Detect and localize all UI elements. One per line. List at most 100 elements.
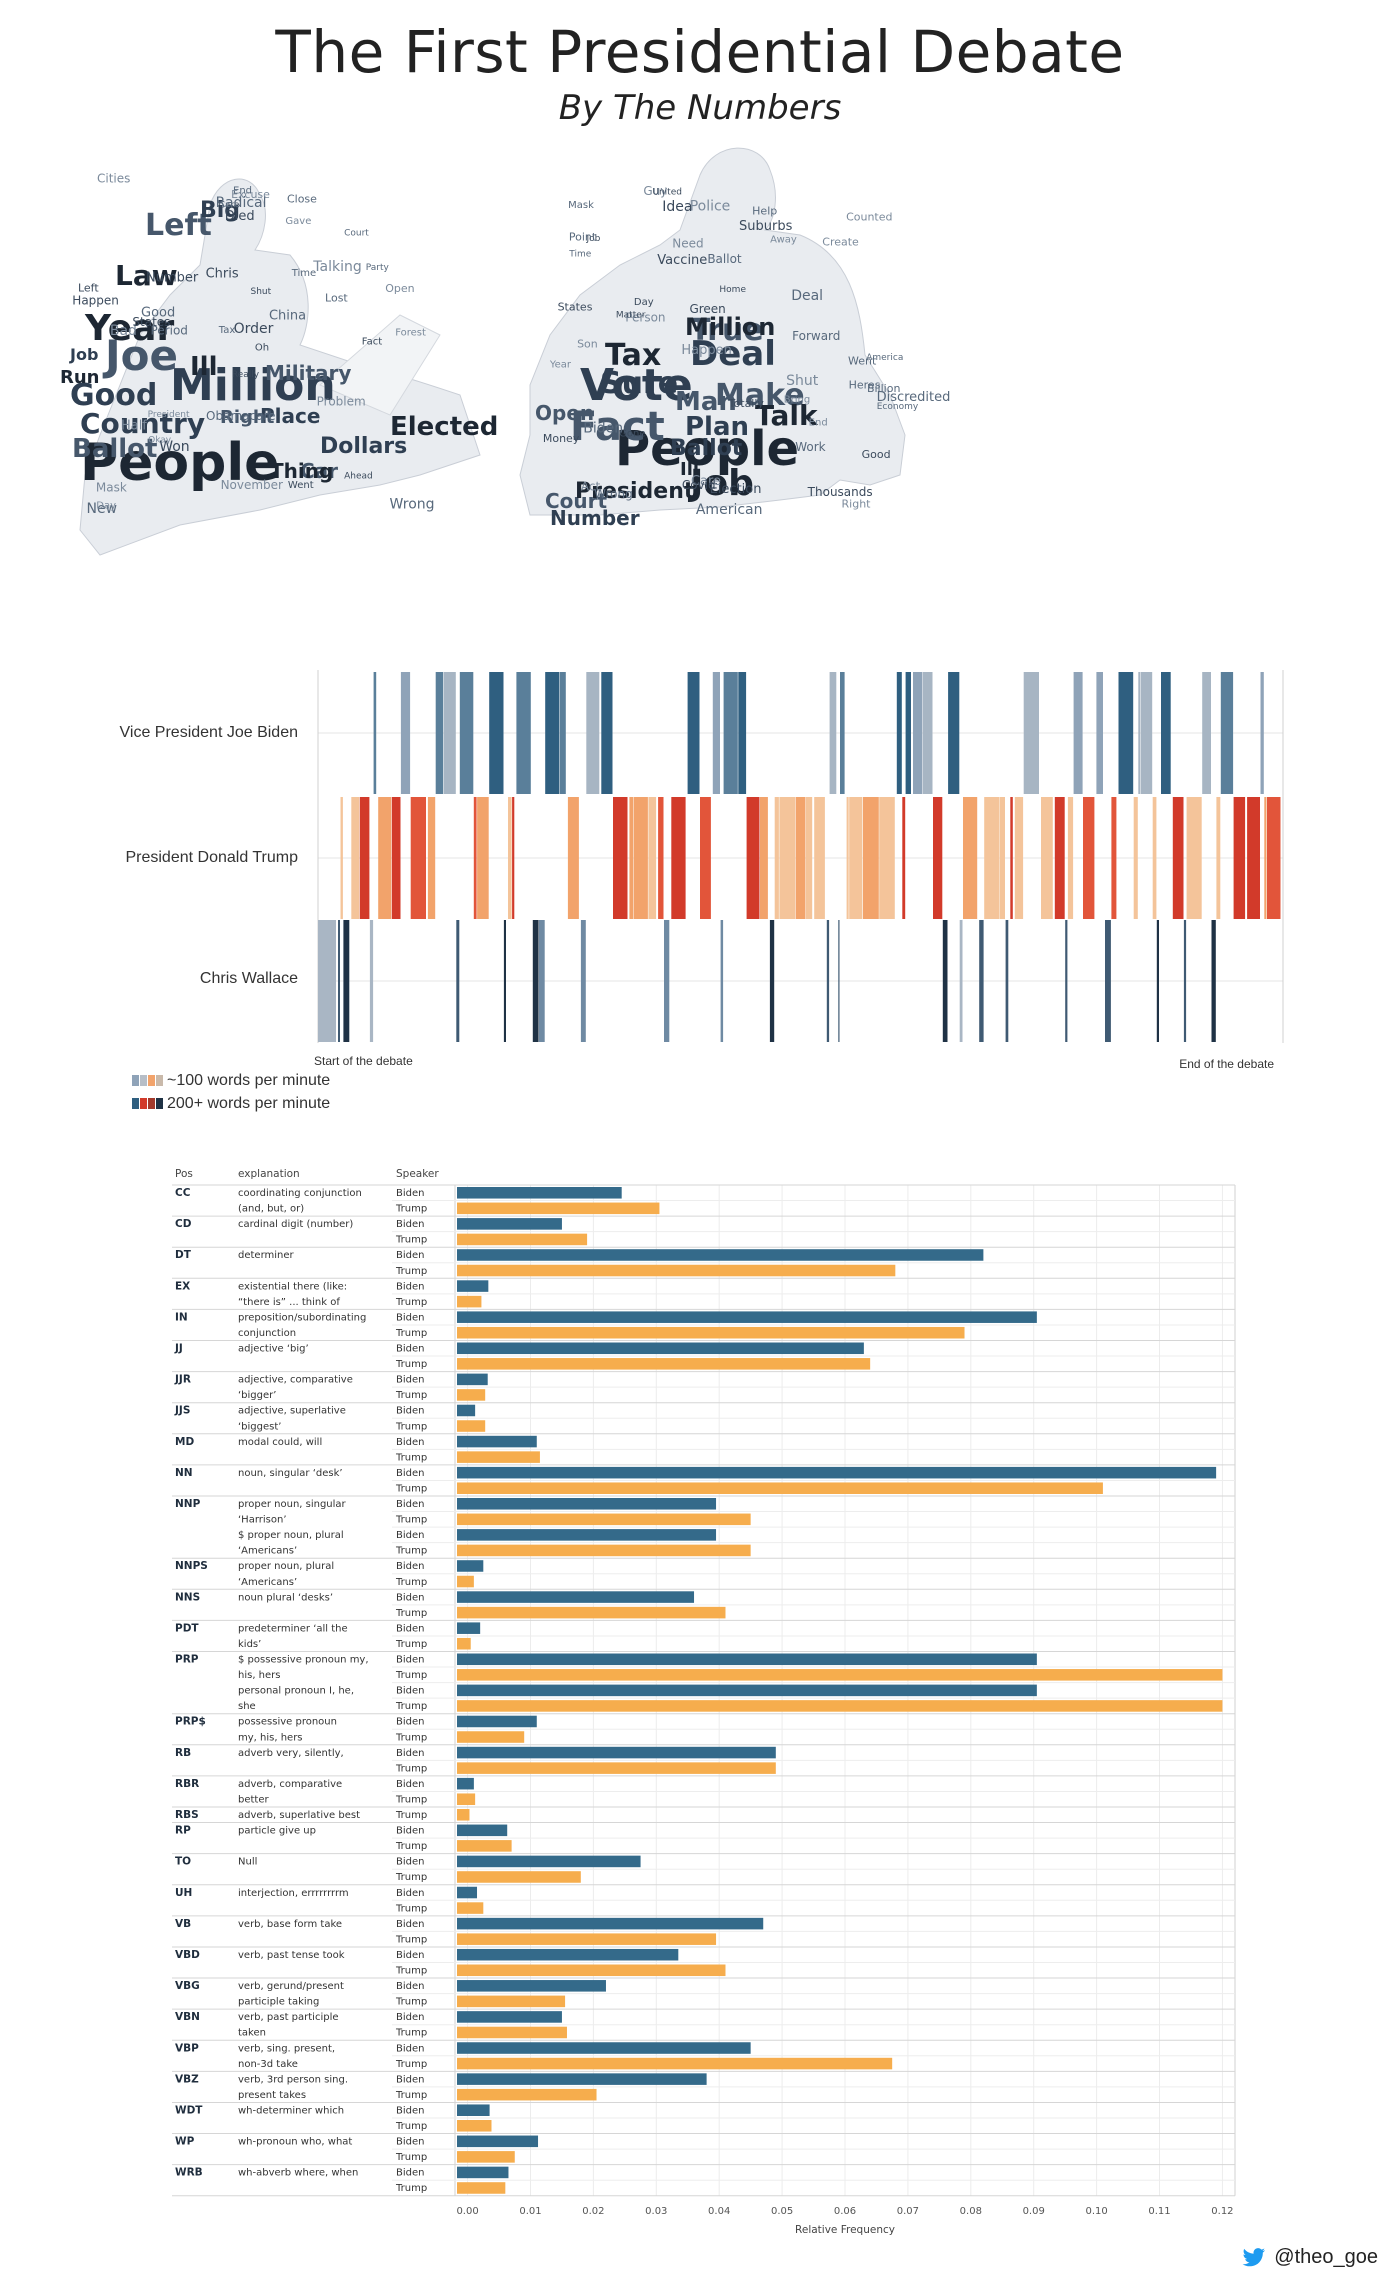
wordcloud-word: Won — [159, 439, 189, 455]
wordcloud-word: Deal — [690, 334, 776, 374]
pos-tag-label: JJR — [174, 1374, 191, 1386]
wordcloud-word: Create — [822, 236, 859, 249]
wordcloud-word: President — [148, 410, 190, 420]
wordcloud-word: Radical — [216, 195, 267, 211]
pos-frequency-chart: Pos explanation Speaker 0.00 0.01 0.02 0.03 0.0… — [172, 1168, 1236, 2236]
speaker-label: Trump — [395, 1328, 427, 1339]
pos-explanation: determiner — [238, 1250, 295, 1261]
speaking-segment — [503, 920, 506, 1042]
pos-bar-biden — [457, 1187, 622, 1199]
speaker-label: Trump — [395, 1390, 427, 1401]
timeline-row-label: President Donald Trump — [125, 849, 298, 866]
wordcloud-word: Number — [550, 506, 640, 530]
wordcloud-word: Man — [675, 387, 737, 417]
speaking-timeline: Vice President Joe Biden President Donald… — [120, 670, 1284, 1112]
speaker-label: Biden — [396, 2012, 424, 2023]
wordcloud-word: Day — [96, 500, 116, 511]
pos-tag-label: WP — [175, 2136, 195, 2148]
wordcloud-word: People — [615, 421, 799, 477]
x-tick-label: 0.05 — [771, 2206, 793, 2217]
pos-bar-trump — [457, 2120, 492, 2132]
legend-label: 200+ words per minute — [167, 1095, 330, 1112]
pos-bar-biden — [457, 1498, 717, 1510]
speaker-label: Biden — [396, 1437, 424, 1448]
wordcloud-word: Talking — [312, 259, 361, 275]
speaking-segment — [1096, 672, 1103, 794]
pos-bar-trump — [457, 1731, 525, 1743]
pos-bar-trump — [457, 1420, 486, 1432]
pos-explanation: possessive pronoun — [238, 1717, 337, 1728]
speaker-label: Trump — [395, 1421, 427, 1432]
speaker-label: Trump — [395, 1297, 427, 1308]
pos-tag-label: CD — [175, 1218, 192, 1230]
speaker-label: Trump — [395, 1204, 427, 1215]
wordcloud-word: Thing — [270, 459, 333, 483]
pos-bar-trump — [457, 1995, 566, 2008]
wordcloud-word: Forward — [792, 329, 840, 343]
wordcloud-word: Economy — [877, 402, 919, 412]
wordcloud-word: True — [690, 313, 764, 348]
twitter-handle[interactable]: @theo_goe — [1242, 2246, 1378, 2269]
wordcloud-word: Left — [78, 282, 99, 295]
pos-tag-label: VBP — [175, 2042, 199, 2054]
pos-explanation: kids’ — [238, 1639, 261, 1650]
wordcloud-word: Tax — [605, 338, 661, 373]
wordcloud-word: Dollars — [320, 434, 407, 459]
x-tick-label: 0.06 — [834, 2206, 856, 2217]
speaker-label: Biden — [396, 1561, 424, 1572]
wordcloud-word: Ill — [190, 352, 218, 382]
pos-explanation: coordinating conjunction — [238, 1188, 362, 1199]
pos-explanation: participle taking — [238, 1997, 319, 2008]
speaking-segment — [1220, 672, 1234, 794]
speaker-label: Biden — [396, 2168, 424, 2179]
speaking-segment — [959, 920, 963, 1042]
wordcloud-word: Good — [862, 448, 891, 461]
page-subtitle: By The Numbers — [558, 88, 842, 128]
speaker-label: Biden — [396, 1499, 424, 1510]
wordcloud-word: Home — [719, 285, 746, 295]
speaking-segment — [769, 920, 775, 1042]
wordcloud-word: China — [269, 309, 306, 324]
wordcloud-word: Obamacare — [206, 409, 275, 423]
speaker-label: Trump — [395, 1670, 427, 1681]
wordcloud-word: Law — [115, 259, 178, 292]
pos-bar-trump — [457, 1606, 726, 1619]
pos-explanation: adjective ‘big’ — [238, 1344, 309, 1355]
speaker-label: Biden — [396, 1857, 424, 1868]
speaking-segment — [849, 797, 863, 919]
x-tick-label: 0.02 — [582, 2206, 604, 2217]
pos-explanation: $ possessive pronoun my, — [238, 1655, 369, 1666]
speaker-label: Trump — [395, 1872, 427, 1883]
pos-explanation: ‘Harrison’ — [238, 1515, 287, 1526]
pos-explanation: proper noun, singular — [238, 1499, 347, 1510]
wordcloud-word: Talk — [755, 399, 819, 432]
wordcloud-word: Problem — [317, 395, 366, 409]
speaker-label: Biden — [396, 2137, 424, 2148]
speaking-segment — [795, 797, 806, 919]
x-tick-label: 0.12 — [1211, 2206, 1233, 2217]
speaker-label: Trump — [395, 1966, 427, 1977]
speaking-segment — [1156, 920, 1159, 1042]
wordcloud-word: Ill — [680, 459, 699, 480]
speaker-label: Trump — [395, 1235, 427, 1246]
speaking-segment — [879, 797, 895, 919]
wordcloud-word: Plan — [685, 412, 749, 442]
speaking-segment — [359, 797, 370, 919]
wordcloud-word: Job — [69, 345, 98, 364]
wordcloud-word: Happen — [72, 294, 119, 308]
x-axis-title: Relative Frequency — [795, 2224, 895, 2236]
pos-bar-trump — [457, 1575, 474, 1588]
speaking-segment — [1105, 920, 1111, 1042]
word-cloud-biden-silhouette: PeopleMillionJoeYearGoodLeftLawCountryBa… — [60, 172, 498, 556]
speaking-segment — [410, 797, 426, 919]
pos-bar-biden — [457, 2135, 539, 2148]
timeline-start-label: Start of the debate — [314, 1054, 413, 1068]
speaking-segment — [1264, 797, 1267, 919]
wordcloud-word: Tax — [218, 325, 236, 336]
pos-explanation: verb, past tense took — [238, 1950, 345, 1961]
pos-bar-trump — [457, 2026, 567, 2039]
pos-bar-biden — [457, 1404, 476, 1417]
pos-explanation: verb, 3rd person sing. — [238, 2074, 348, 2085]
wordcloud-word: Big — [200, 198, 240, 223]
